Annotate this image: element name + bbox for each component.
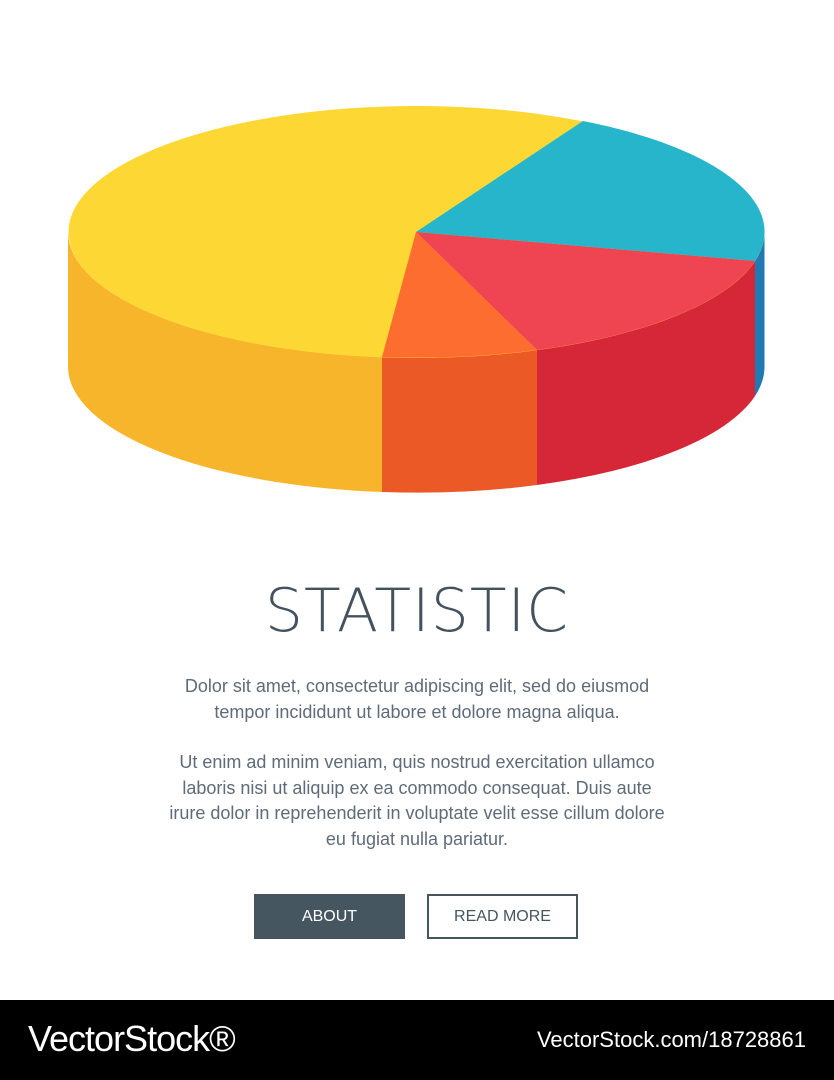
pie-illustration	[68, 106, 765, 493]
pie-side	[382, 350, 537, 493]
text-line: eu fugiat nulla pariatur.	[325, 828, 509, 849]
text-line: laboris nisi ut aliquip ex ea commodo co…	[182, 777, 652, 798]
pie-slice	[382, 232, 537, 358]
pie-side	[68, 232, 382, 492]
pie-slice	[416, 121, 765, 261]
text-line: Ut enim ad minim veniam, quis nostrud ex…	[179, 752, 655, 772]
text-line: Dolor sit amet, consectetur adipiscing e…	[184, 676, 650, 696]
url: VectorStock.com/18728861	[536, 1027, 806, 1052]
about-button[interactable]: ABOUT	[254, 894, 405, 939]
brand: VectorStock®	[28, 1018, 236, 1059]
text-line: tempor incididunt ut labore et dolore ma…	[214, 701, 620, 722]
pie-side	[755, 232, 765, 396]
paragraph: Dolor sit amet, consectetur adipiscing e…	[0, 674, 834, 725]
pie-side	[537, 261, 755, 485]
text-line: irure dolor in reprehenderit in voluptat…	[169, 803, 665, 823]
pie-slice	[416, 232, 755, 350]
footer: VectorStock® VectorStock.com/18728861	[0, 1000, 834, 1080]
paragraph: Ut enim ad minim veniam, quis nostrud ex…	[0, 750, 834, 852]
read-more-button[interactable]: READ MORE	[427, 894, 578, 939]
title: STATISTIC	[264, 576, 570, 646]
